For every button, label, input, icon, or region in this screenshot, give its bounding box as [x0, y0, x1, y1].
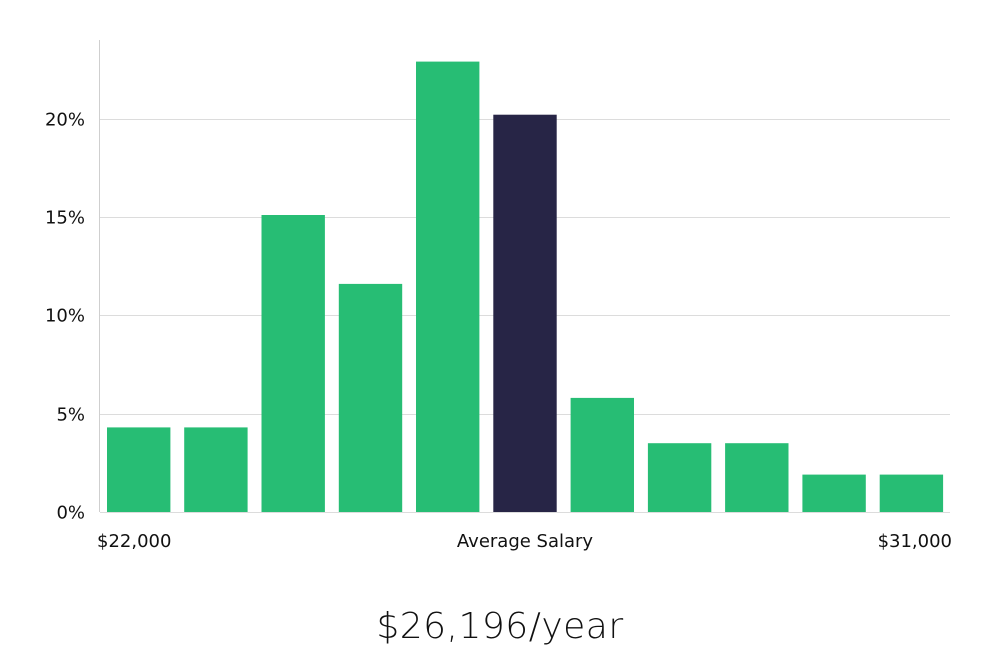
- salary-histogram-chart: 0% 5% 10% 15% 20% $22,000 Average Salary $31…: [45, 40, 952, 552]
- x-min-label: $22,000: [97, 531, 171, 552]
- bar: [647, 443, 712, 512]
- bar: [802, 474, 866, 512]
- x-max-label: $31,000: [878, 531, 952, 552]
- bar: [416, 61, 480, 512]
- y-axis-ticks: 0% 5% 10% 15% 20%: [45, 110, 85, 524]
- y-tick-label: 15%: [45, 208, 85, 229]
- bar: [184, 427, 248, 512]
- bar: [338, 283, 403, 512]
- bar: [107, 427, 171, 512]
- bar-highlighted: [493, 114, 557, 512]
- y-tick-label: 0%: [56, 503, 85, 524]
- bar: [261, 215, 325, 512]
- y-tick-label: 20%: [45, 110, 85, 131]
- y-tick-label: 10%: [45, 306, 85, 327]
- bars: [107, 61, 944, 512]
- bar: [725, 443, 789, 512]
- bar: [570, 397, 634, 512]
- x-axis-title: Average Salary: [457, 531, 594, 552]
- average-salary-value: $26,196/year: [376, 606, 624, 647]
- bar: [879, 474, 944, 512]
- y-tick-label: 5%: [56, 405, 85, 426]
